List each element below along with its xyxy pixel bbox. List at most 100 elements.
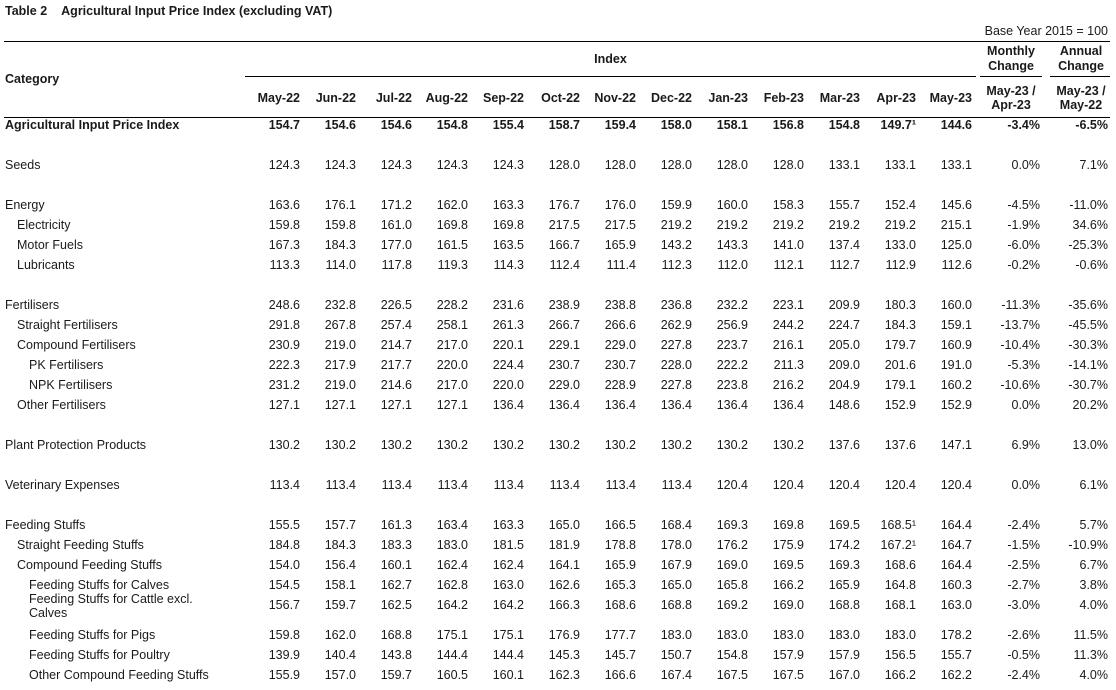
index-value-cell: 171.2	[380, 198, 412, 212]
index-value-cell: 160.3	[940, 578, 972, 592]
month-header: Dec-22	[651, 91, 692, 105]
monthly-change-cell: 0.0%	[1011, 398, 1041, 412]
annual-change-cell: 11.5%	[1073, 628, 1108, 642]
monthly-change-cell: 0.0%	[1011, 478, 1041, 492]
index-value-cell: 160.5	[436, 668, 468, 682]
table-row: Fertilisers 248.6 232.8 226.5 228.2 231.6 238.…	[0, 298, 1116, 318]
annual-change-cell: 3.8%	[1079, 578, 1109, 592]
index-value-cell: 167.4	[660, 668, 692, 682]
table-number: Table 2	[5, 4, 48, 18]
index-value-cell: 124.3	[324, 158, 356, 172]
index-value-cell: 155.5	[268, 518, 300, 532]
month-header: Nov-22	[594, 91, 636, 105]
index-value-cell: 169.8	[772, 518, 804, 532]
index-value-cell: 127.1	[380, 398, 412, 412]
index-header: Index	[594, 52, 627, 66]
table-row: Other Compound Feeding Stuffs 155.9 157.0 1…	[0, 668, 1116, 688]
row-label: Motor Fuels	[17, 238, 83, 252]
index-value-cell: 215.1	[940, 218, 972, 232]
table-row: Feeding Stuffs for Poultry 139.9 140.4 143.…	[0, 648, 1116, 668]
index-value-cell: 228.0	[660, 358, 692, 372]
header-bottom-rule	[4, 117, 1110, 118]
annual-change-cell: -6.5%	[1075, 118, 1108, 132]
table-row: Compound Fertilisers 230.9 219.0 214.7 217.0…	[0, 338, 1116, 358]
index-value-cell: 165.0	[548, 518, 580, 532]
table-title-text: Agricultural Input Price Index (excludin…	[61, 4, 333, 18]
index-value-cell: 120.4	[716, 478, 748, 492]
index-value-cell: 154.5	[268, 578, 300, 592]
index-value-cell: 152.9	[940, 398, 972, 412]
index-value-cell: 229.1	[548, 338, 580, 352]
index-value-cell: 154.6	[380, 118, 412, 132]
index-value-cell: 217.0	[436, 378, 468, 392]
index-value-cell: 137.6	[828, 438, 860, 452]
index-value-cell: 291.8	[268, 318, 300, 332]
index-value-cell: 130.2	[324, 438, 356, 452]
index-value-cell: 159.9	[660, 198, 692, 212]
index-value-cell: 217.5	[604, 218, 636, 232]
row-label: Straight Fertilisers	[17, 318, 118, 332]
index-value-cell: 130.2	[380, 438, 412, 452]
index-value-cell: 175.9	[772, 538, 804, 552]
index-value-cell: 120.4	[940, 478, 972, 492]
table-row: Lubricants 113.3 114.0 117.8 119.3 114.3 112.4…	[0, 258, 1116, 278]
index-value-cell: 130.2	[772, 438, 804, 452]
index-value-cell: 156.7	[268, 598, 300, 612]
index-value-cell: 159.1	[940, 318, 972, 332]
annual-change-header: Annual Change	[1058, 44, 1104, 73]
index-value-cell: 227.8	[660, 378, 692, 392]
index-value-cell: 165.9	[604, 558, 636, 572]
index-value-cell: 181.9	[548, 538, 580, 552]
index-value-cell: 168.8	[380, 628, 412, 642]
index-value-cell: 223.8	[716, 378, 748, 392]
monthly-change-cell: -10.4%	[1000, 338, 1040, 352]
annual-change-cell: 11.3%	[1073, 648, 1108, 662]
index-value-cell: 217.7	[380, 358, 412, 372]
index-value-cell: 176.7	[548, 198, 580, 212]
index-value-cell: 130.2	[268, 438, 300, 452]
index-value-cell: 176.1	[324, 198, 356, 212]
index-value-cell: 230.7	[548, 358, 580, 372]
monthly-change-cell: -13.7%	[1000, 318, 1040, 332]
index-value-cell: 111.4	[606, 258, 636, 272]
index-value-cell: 169.2	[716, 598, 748, 612]
row-label: Other Fertilisers	[17, 398, 106, 412]
index-value-cell: 113.4	[437, 478, 468, 492]
index-value-cell: 160.1	[380, 558, 412, 572]
index-value-cell: 112.3	[661, 258, 692, 272]
index-value-cell: 128.0	[604, 158, 636, 172]
row-label: PK Fertilisers	[29, 358, 104, 372]
index-value-cell: 154.8	[716, 648, 748, 662]
annual-change-cell: 13.0%	[1072, 438, 1108, 452]
index-value-cell: 143.3	[716, 238, 748, 252]
index-value-cell: 266.7	[548, 318, 580, 332]
index-value-cell: 143.8	[380, 648, 412, 662]
index-value-cell: 168.8	[660, 598, 692, 612]
month-header: Oct-22	[541, 91, 580, 105]
row-label: Other Compound Feeding Stuffs	[29, 668, 209, 682]
index-value-cell: 262.9	[660, 318, 692, 332]
row-label: Seeds	[5, 158, 41, 172]
index-value-cell: 133.1	[884, 158, 916, 172]
month-header: Jun-22	[315, 91, 356, 105]
index-value-cell: 162.6	[548, 578, 580, 592]
monthly-change-cell: 6.9%	[1011, 438, 1041, 452]
index-value-cell: 112.0	[717, 258, 748, 272]
index-value-cell: 114.3	[493, 258, 524, 272]
index-value-cell: 164.4	[940, 518, 972, 532]
index-value-cell: 164.1	[548, 558, 580, 572]
annual-change-cell: 34.6%	[1072, 218, 1108, 232]
index-value-cell: 133.0	[884, 238, 916, 252]
index-value-cell: 155.7	[828, 198, 860, 212]
index-value-cell: 230.7	[604, 358, 636, 372]
index-value-cell: 223.7	[716, 338, 748, 352]
index-value-cell: 157.0	[324, 668, 356, 682]
index-value-cell: 145.6	[940, 198, 972, 212]
index-value-cell: 113.4	[325, 478, 356, 492]
annual-change-cell: -45.5%	[1068, 318, 1108, 332]
index-value-cell: 154.8	[436, 118, 468, 132]
index-value-cell: 162.2	[940, 668, 972, 682]
index-value-cell: 183.0	[828, 628, 860, 642]
index-value-cell: 157.7	[324, 518, 356, 532]
index-value-cell: 162.4	[492, 558, 524, 572]
